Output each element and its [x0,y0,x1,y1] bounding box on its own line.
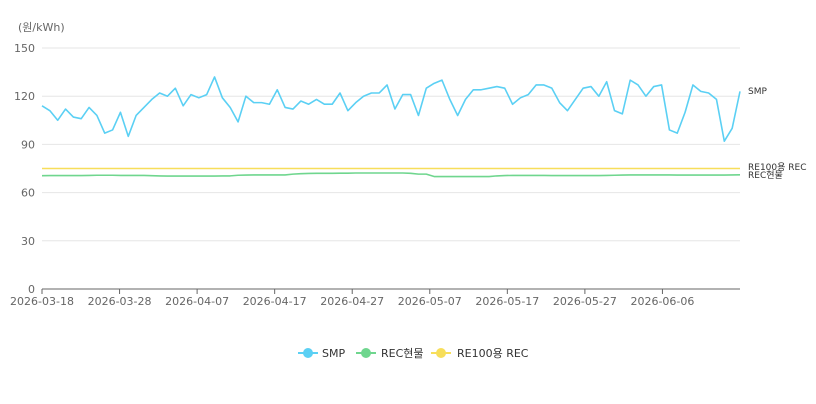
y-tick-label: 90 [21,138,35,151]
y-axis-unit-label: (원/kWh) [18,21,65,34]
series-line-0 [41,76,741,142]
x-tick-label: 2026-05-17 [475,295,539,308]
legend-marker [436,348,446,358]
x-tick-label: 2026-03-28 [88,295,152,308]
x-tick-label: 2026-05-07 [398,295,462,308]
y-tick-label: 120 [14,90,35,103]
x-tick-label: 2026-06-06 [630,295,694,308]
x-tick-label: 2026-03-18 [10,295,74,308]
legend-marker [303,348,313,358]
x-axis: 2026-03-18 2026-03-28 2026-04-07 2026-04-17… [10,288,740,308]
y-tick-label: 30 [21,235,35,248]
legend-marker [361,348,371,358]
series-end-label: REC현물 [748,170,783,181]
legend: SMP REC현물 RE100용 REC [298,347,529,360]
y-tick-label: 0 [28,283,35,296]
y-tick-label: 60 [21,187,35,200]
legend-label: REC현물 [381,347,424,360]
series-end-label: RE100용 REC [748,162,806,173]
y-tick-label: 150 [14,42,35,55]
x-tick-label: 2026-04-27 [320,295,384,308]
series-line-1 [41,172,741,178]
legend-label: RE100용 REC [457,347,529,360]
grid-lines [42,47,740,242]
x-tick-label: 2026-04-07 [165,295,229,308]
legend-label: SMP [322,347,345,360]
x-tick-label: 2026-05-27 [553,295,617,308]
series-end-label: SMP [748,87,767,97]
series-lines [41,76,741,178]
x-tick-label: 2026-04-17 [243,295,307,308]
y-axis-ticks: 0 30 60 90 120 150 [14,42,35,296]
